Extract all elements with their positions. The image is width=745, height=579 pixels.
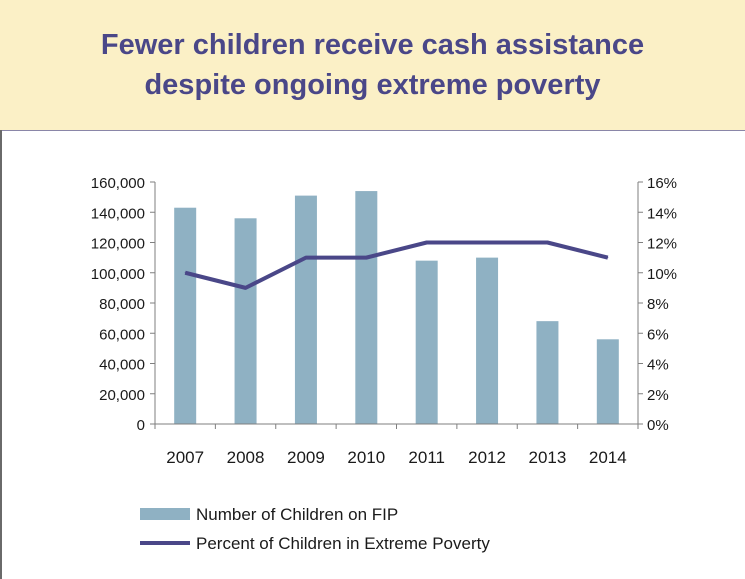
right-tick-label: 12%	[647, 236, 677, 253]
x-tick-labels: 2007 2008 2009 2010 2011 2012 2013 2014	[166, 448, 626, 467]
bar-2007	[174, 207, 197, 424]
right-tick-label: 4%	[647, 357, 669, 374]
right-tick-label: 14%	[647, 205, 677, 222]
left-tick-label: 120,000	[91, 236, 145, 253]
x-tick-label: 2011	[408, 448, 445, 467]
bar-2014	[596, 339, 619, 424]
line-point-2012	[486, 242, 488, 243]
line-point-2011	[426, 242, 428, 243]
bar-2008	[234, 218, 257, 424]
left-tick-label: 0	[137, 417, 145, 434]
left-tick-label: 20,000	[99, 387, 145, 404]
x-tick-label: 2007	[166, 448, 204, 467]
bar-2011	[415, 260, 438, 424]
line-point-2007	[184, 272, 186, 274]
x-tick-label: 2010	[347, 448, 385, 467]
line-point-2009	[305, 257, 307, 259]
right-tick-label: 8%	[647, 296, 669, 313]
x-tick-label: 2012	[468, 448, 506, 467]
left-border	[0, 130, 2, 579]
bar-2009	[294, 195, 317, 424]
right-tick-labels: 0% 2% 4% 6% 8% 10% 12% 14% 16%	[647, 175, 677, 434]
left-tick-label: 40,000	[99, 357, 145, 374]
right-tick-label: 10%	[647, 266, 677, 283]
chart-title: Fewer children receive cash assistance d…	[100, 29, 645, 101]
x-tick-label: 2008	[227, 448, 265, 467]
line-point-2013	[546, 242, 548, 243]
left-tick-label: 100,000	[91, 266, 145, 283]
line-group	[184, 240, 609, 290]
bar-2012	[476, 257, 499, 424]
right-tick-label: 6%	[647, 326, 669, 343]
left-tick-label: 60,000	[99, 326, 145, 343]
right-tick-label: 0%	[647, 417, 669, 434]
left-tick-label: 160,000	[91, 175, 145, 192]
legend-label-bars: Number of Children on FIP	[196, 505, 398, 524]
poverty-line	[184, 240, 609, 290]
legend-swatch-bars	[140, 508, 190, 520]
x-tick-label: 2009	[287, 448, 325, 467]
title-band: Fewer children receive cash assistance d…	[0, 0, 745, 131]
x-tick-label: 2013	[529, 448, 567, 467]
legend-label-line: Percent of Children in Extreme Poverty	[196, 534, 490, 553]
right-tick-label: 2%	[647, 387, 669, 404]
legend: Number of Children on FIP Percent of Chi…	[140, 505, 490, 553]
axes-group	[150, 181, 643, 429]
left-tick-label: 80,000	[99, 296, 145, 313]
line-point-2010	[365, 257, 367, 259]
line-point-2014	[607, 257, 609, 259]
bars-group	[174, 191, 619, 424]
bar-2010	[355, 191, 378, 424]
x-tick-label: 2014	[589, 448, 627, 467]
left-tick-label: 140,000	[91, 205, 145, 222]
right-tick-label: 16%	[647, 175, 677, 192]
left-tick-labels: 0 20,000 40,000 60,000 80,000 100,000 120,000 1…	[91, 175, 145, 434]
line-point-2008	[245, 287, 247, 289]
bar-2013	[536, 321, 559, 424]
